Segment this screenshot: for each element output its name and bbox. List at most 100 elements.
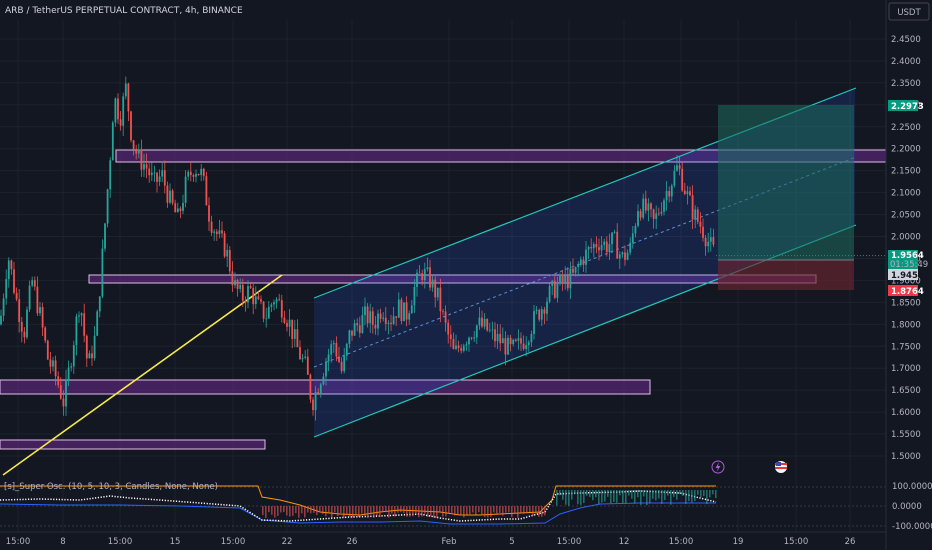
osc-bar <box>307 506 309 513</box>
candle-body <box>676 165 678 171</box>
candle-body <box>590 247 593 249</box>
candle-body <box>400 299 403 322</box>
candlestick-series <box>0 76 886 421</box>
osc-bar <box>508 506 510 513</box>
osc-bar <box>439 506 441 513</box>
time-tick-label: 15 <box>170 537 181 547</box>
candle-body <box>436 287 439 298</box>
zone-lower[interactable] <box>0 379 651 395</box>
lightning-icon[interactable] <box>711 460 725 474</box>
osc-bar <box>271 506 273 515</box>
candle-body <box>280 300 283 318</box>
svg-text:1.9564: 1.9564 <box>891 251 924 261</box>
candle-body <box>473 337 476 339</box>
candle-body <box>559 274 561 284</box>
candle-body <box>5 279 8 299</box>
candle-body <box>442 311 444 313</box>
us-flag-icon[interactable] <box>775 461 787 473</box>
candle-body <box>93 335 96 359</box>
candle-body <box>712 237 715 245</box>
osc-bar <box>574 490 576 495</box>
osc-bar <box>361 506 363 514</box>
candle-body <box>512 339 515 345</box>
candle-body <box>221 230 223 234</box>
position-stop-area[interactable] <box>718 260 854 290</box>
osc-bar <box>283 506 285 513</box>
osc-bar <box>598 490 600 505</box>
osc-bar <box>448 506 450 514</box>
supply-demand-zones[interactable] <box>0 149 887 450</box>
candle-body <box>387 322 390 324</box>
candle-body <box>397 299 400 318</box>
osc-bar <box>526 506 528 514</box>
price-tick-label: 1.9000 <box>891 276 921 286</box>
osc-bar <box>490 506 492 517</box>
candle-body <box>660 211 663 214</box>
svg-text:1.8764: 1.8764 <box>891 287 924 297</box>
long-position-tool[interactable] <box>718 105 854 290</box>
candle-body <box>78 315 80 317</box>
candle-body <box>91 353 93 359</box>
candle-body <box>626 252 629 260</box>
candle-body <box>309 374 312 400</box>
svg-text:1.9453: 1.9453 <box>891 271 924 281</box>
osc-bar <box>625 490 627 504</box>
osc-bar <box>268 506 270 513</box>
price-tick-label: 2.2500 <box>891 123 921 133</box>
candle-body <box>392 316 395 324</box>
candle-body <box>444 311 447 323</box>
candle-body <box>650 203 652 210</box>
osc-bar <box>532 506 534 517</box>
osc-bar <box>643 490 645 497</box>
candle-body <box>158 176 161 182</box>
candle-body <box>413 286 416 306</box>
candle-body <box>569 268 572 289</box>
chart-title[interactable]: ARB / TetherUS PERPETUAL CONTRACT, 4h, B… <box>5 6 243 16</box>
osc-bar <box>541 506 543 517</box>
osc-bar <box>535 506 537 514</box>
candle-body <box>639 211 642 218</box>
candle-body <box>361 315 364 333</box>
osc-bar <box>667 490 669 496</box>
osc-bar <box>421 506 423 517</box>
candle-body <box>566 275 569 289</box>
osc-bar <box>454 506 456 516</box>
currency-button[interactable]: USDT <box>888 2 930 21</box>
osc-bar <box>304 506 306 518</box>
candle-body <box>657 213 660 215</box>
candle-body <box>457 345 460 349</box>
osc-bar <box>472 506 474 513</box>
candle-body <box>426 267 429 270</box>
candle-body <box>364 306 366 316</box>
osc-bar <box>376 506 378 516</box>
candle-body <box>296 329 299 348</box>
time-scale[interactable]: 15:00 8 15:00 15 15:00 22 26 Feb 5 15:00 12 15:00 19… <box>0 531 886 547</box>
candle-body <box>197 173 200 176</box>
osc-bar <box>364 506 366 516</box>
candle-body <box>335 343 338 357</box>
osc-bar <box>382 506 384 513</box>
candle-body <box>624 252 626 260</box>
candle-body <box>488 329 491 331</box>
candle-body <box>356 323 359 326</box>
candle-body <box>187 171 190 177</box>
candle-body <box>200 168 203 176</box>
candle-body <box>44 327 47 341</box>
time-tick-label: 26 <box>347 537 358 547</box>
candle-body <box>644 198 647 211</box>
time-tick-label: 5 <box>509 537 514 547</box>
candle-body <box>603 241 606 246</box>
super-oscillator-pane[interactable]: [s]_Super Osc. (10, 5, 10, 3, Candles, N… <box>0 482 885 527</box>
position-target-area[interactable] <box>718 105 854 260</box>
candle-body <box>39 307 41 314</box>
oscillator-label[interactable]: [s]_Super Osc. (10, 5, 10, 3, Candles, N… <box>4 482 218 492</box>
zone-bottom[interactable] <box>0 439 266 450</box>
candle-body <box>195 173 197 177</box>
yellow-trendline[interactable] <box>2 274 283 476</box>
candle-body <box>70 366 73 368</box>
candle-body <box>429 267 431 288</box>
osc-bar <box>529 506 531 513</box>
candle-body <box>348 330 351 344</box>
